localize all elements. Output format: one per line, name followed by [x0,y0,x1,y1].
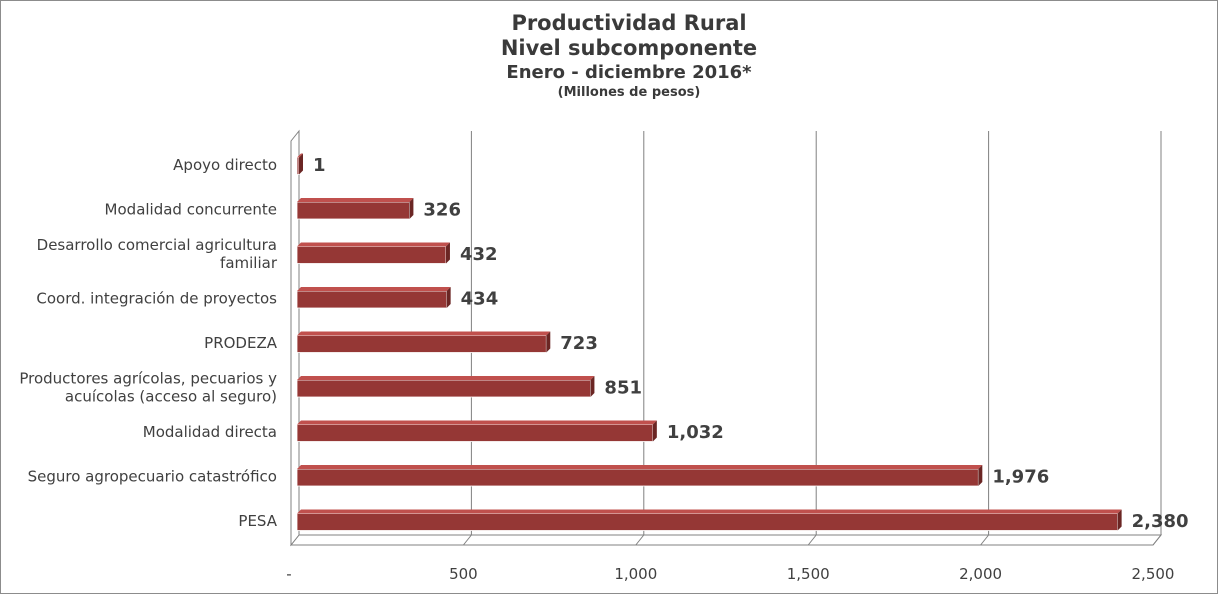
data-label: 434 [461,289,499,310]
category-label-line: Productores agrícolas, pecuarios y [19,370,277,388]
category-label-line: PESA [238,512,277,530]
chart-floor [289,534,1163,546]
data-label: 1,976 [992,467,1049,488]
bar-end-face [445,242,450,264]
bar-top-face [297,198,414,202]
data-label: 432 [460,244,498,265]
x-tick-label: - [286,565,291,583]
bar-top-face [297,287,451,291]
gridline-floor [1152,534,1162,546]
chart-subtitle-units: (Millones de pesos) [557,85,701,100]
category-label: Desarrollo comercial agricultura familiar [37,236,278,272]
bar-end-face [590,376,595,397]
category-label: PESA [238,512,277,530]
category-label-line: acuícolas (acceso al seguro) [65,388,277,406]
bar [296,513,1119,531]
gridline-floor [807,534,817,546]
data-label: 851 [604,378,642,399]
bar-end-face [978,465,983,486]
data-label: 1,032 [667,422,724,443]
bar-top-face [297,153,303,158]
bar-end-face [446,287,451,308]
category-label: Seguro agropecuario catastrófico [28,468,277,486]
x-tick-label: 1,500 [787,565,830,583]
bar-end-face [1117,509,1122,531]
category-label: Modalidad concurrente [105,201,277,219]
data-label: 2,380 [1132,511,1189,532]
chart-title: Productividad Rural [511,11,747,35]
bar [296,290,448,309]
category-label: Coord. integración de proyectos [36,290,277,308]
data-label: 723 [560,333,598,354]
chart-subtitle-period: Enero - diciembre 2016* [506,62,752,83]
x-tick-label: 2,000 [959,565,1002,583]
bar-top-face [297,331,551,336]
bar-top-face [297,242,450,247]
bar-end-face [299,153,303,175]
bar-top-face [297,509,1122,514]
bar [296,468,979,487]
data-label: 326 [423,200,461,221]
bar-end-face [409,198,414,219]
category-label-line: Modalidad directa [143,423,277,441]
x-tick-label: 2,500 [1132,565,1175,583]
chart-subtitle-level: Nivel subcomponente [500,36,758,60]
bar [296,335,547,353]
category-label-line: familiar [220,254,278,272]
bar [296,201,410,220]
bar [296,379,591,398]
bar [296,424,654,442]
gridline-floor [463,534,472,546]
category-label-line: Apoyo directo [173,156,277,174]
bar-end-face [652,420,657,442]
category-label: Productores agrícolas, pecuarios y acuíco… [19,370,277,406]
data-label: 1 [313,155,326,176]
gridline-floor [980,534,989,546]
category-label: PRODEZA [204,334,278,352]
bar [296,246,447,264]
bar-top-face [297,376,595,380]
category-label-line: Coord. integración de proyectos [36,290,277,308]
bar [296,157,300,175]
bar-top-face [297,465,983,469]
category-label: Modalidad directa [143,423,277,441]
category-label: Apoyo directo [173,156,277,174]
gridline-floor [635,534,645,546]
x-tick-label: 500 [449,565,478,583]
bar-top-face [297,420,657,425]
category-label-line: Desarrollo comercial agricultura [37,236,277,254]
category-label-line: Seguro agropecuario catastrófico [28,468,277,486]
chart-title-block: Productividad Rural Nivel subcomponente … [1,11,1218,102]
category-label-line: PRODEZA [204,334,278,352]
category-label-line: Modalidad concurrente [105,201,277,219]
bar-end-face [546,331,551,353]
x-tick-label: 1,000 [614,565,657,583]
